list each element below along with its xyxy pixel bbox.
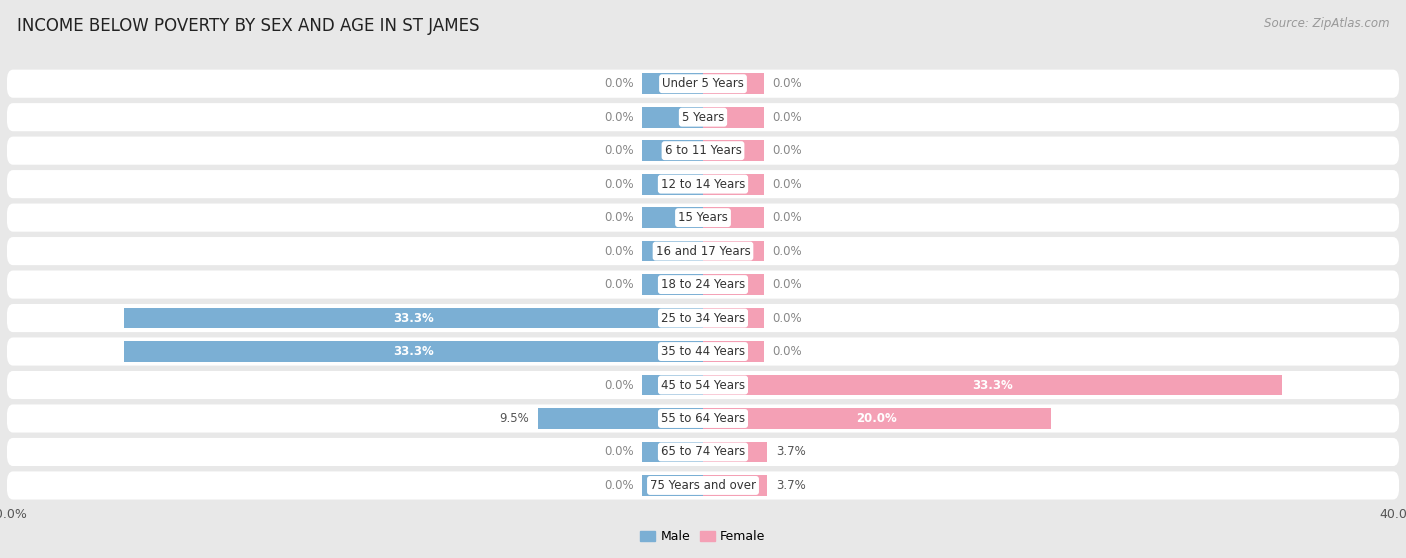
- Text: 0.0%: 0.0%: [773, 77, 803, 90]
- FancyBboxPatch shape: [7, 237, 1399, 265]
- Bar: [643, 207, 703, 228]
- Text: 33.3%: 33.3%: [973, 378, 1014, 392]
- Bar: [537, 408, 703, 429]
- Bar: [643, 174, 703, 195]
- Text: 0.0%: 0.0%: [603, 110, 633, 124]
- Text: 6 to 11 Years: 6 to 11 Years: [665, 144, 741, 157]
- Text: 15 Years: 15 Years: [678, 211, 728, 224]
- Bar: [703, 341, 763, 362]
- Text: 75 Years and over: 75 Years and over: [650, 479, 756, 492]
- Bar: [703, 107, 763, 128]
- FancyBboxPatch shape: [7, 271, 1399, 299]
- Text: 0.0%: 0.0%: [773, 311, 803, 325]
- Text: 0.0%: 0.0%: [603, 211, 633, 224]
- Bar: [643, 374, 703, 396]
- FancyBboxPatch shape: [7, 472, 1399, 499]
- Text: 0.0%: 0.0%: [603, 479, 633, 492]
- Text: 0.0%: 0.0%: [773, 244, 803, 258]
- Legend: Male, Female: Male, Female: [636, 525, 770, 548]
- Bar: [703, 174, 763, 195]
- Text: 3.7%: 3.7%: [776, 445, 806, 459]
- Bar: [703, 441, 768, 463]
- Text: 0.0%: 0.0%: [603, 177, 633, 191]
- Bar: [124, 341, 703, 362]
- Text: 0.0%: 0.0%: [773, 278, 803, 291]
- Text: 65 to 74 Years: 65 to 74 Years: [661, 445, 745, 459]
- Bar: [643, 240, 703, 262]
- Text: 33.3%: 33.3%: [392, 311, 433, 325]
- Text: 0.0%: 0.0%: [773, 211, 803, 224]
- Text: 45 to 54 Years: 45 to 54 Years: [661, 378, 745, 392]
- Text: 0.0%: 0.0%: [603, 77, 633, 90]
- Text: 16 and 17 Years: 16 and 17 Years: [655, 244, 751, 258]
- Bar: [643, 441, 703, 463]
- FancyBboxPatch shape: [7, 438, 1399, 466]
- Bar: [703, 240, 763, 262]
- Text: 9.5%: 9.5%: [499, 412, 529, 425]
- Text: 0.0%: 0.0%: [603, 278, 633, 291]
- Text: 0.0%: 0.0%: [773, 177, 803, 191]
- Text: Source: ZipAtlas.com: Source: ZipAtlas.com: [1264, 17, 1389, 30]
- Bar: [703, 73, 763, 94]
- Bar: [643, 73, 703, 94]
- Bar: [703, 207, 763, 228]
- Text: 0.0%: 0.0%: [603, 445, 633, 459]
- Text: 35 to 44 Years: 35 to 44 Years: [661, 345, 745, 358]
- FancyBboxPatch shape: [7, 204, 1399, 232]
- Text: 25 to 34 Years: 25 to 34 Years: [661, 311, 745, 325]
- Bar: [703, 374, 1282, 396]
- Text: 3.7%: 3.7%: [776, 479, 806, 492]
- Text: 0.0%: 0.0%: [773, 345, 803, 358]
- FancyBboxPatch shape: [7, 170, 1399, 198]
- Bar: [124, 307, 703, 329]
- Text: 12 to 14 Years: 12 to 14 Years: [661, 177, 745, 191]
- Text: 5 Years: 5 Years: [682, 110, 724, 124]
- Text: 0.0%: 0.0%: [603, 244, 633, 258]
- Text: Under 5 Years: Under 5 Years: [662, 77, 744, 90]
- Bar: [643, 274, 703, 295]
- Text: 0.0%: 0.0%: [773, 144, 803, 157]
- Bar: [643, 107, 703, 128]
- Text: 0.0%: 0.0%: [603, 378, 633, 392]
- Text: 33.3%: 33.3%: [392, 345, 433, 358]
- Bar: [703, 307, 763, 329]
- Text: 0.0%: 0.0%: [603, 144, 633, 157]
- Bar: [643, 140, 703, 161]
- Bar: [643, 475, 703, 496]
- FancyBboxPatch shape: [7, 338, 1399, 365]
- Bar: [703, 274, 763, 295]
- Text: 55 to 64 Years: 55 to 64 Years: [661, 412, 745, 425]
- FancyBboxPatch shape: [7, 103, 1399, 131]
- Bar: [703, 475, 768, 496]
- Text: 18 to 24 Years: 18 to 24 Years: [661, 278, 745, 291]
- FancyBboxPatch shape: [7, 137, 1399, 165]
- Text: INCOME BELOW POVERTY BY SEX AND AGE IN ST JAMES: INCOME BELOW POVERTY BY SEX AND AGE IN S…: [17, 17, 479, 35]
- FancyBboxPatch shape: [7, 405, 1399, 432]
- FancyBboxPatch shape: [7, 304, 1399, 332]
- FancyBboxPatch shape: [7, 371, 1399, 399]
- FancyBboxPatch shape: [7, 70, 1399, 98]
- Text: 20.0%: 20.0%: [856, 412, 897, 425]
- Bar: [703, 408, 1052, 429]
- Bar: [703, 140, 763, 161]
- Text: 0.0%: 0.0%: [773, 110, 803, 124]
